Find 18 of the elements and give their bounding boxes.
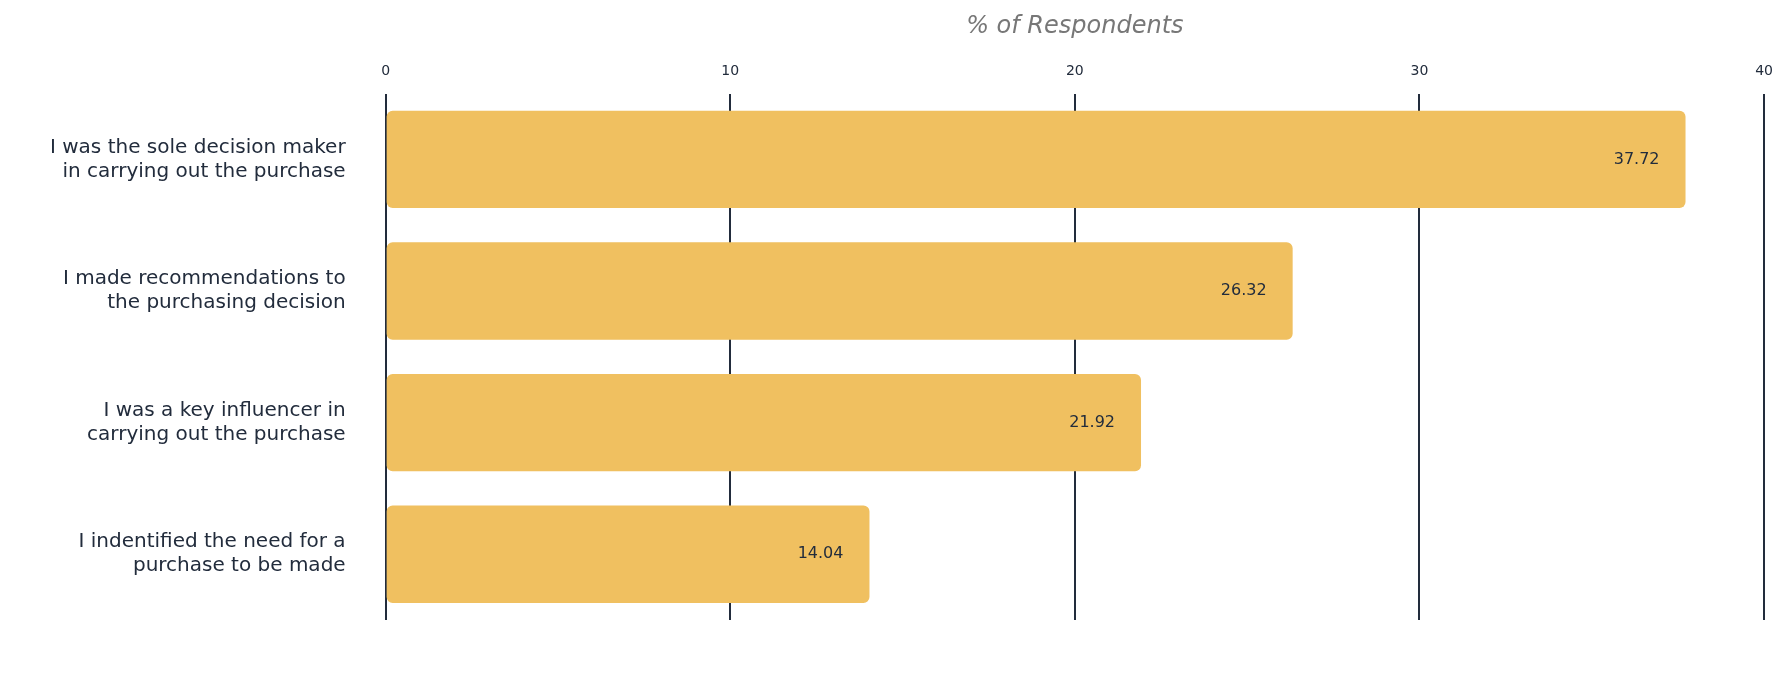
- x-tick-label: 0: [381, 61, 391, 78]
- x-tick-label: 30: [1410, 61, 1429, 78]
- bar: [386, 110, 1686, 209]
- y-tick-label: I indentified the need for a purchase to be made: [78, 528, 346, 577]
- data-label: 26.32: [1220, 280, 1267, 300]
- y-tick-label: I was a key influencer in carrying out the purchase: [87, 396, 346, 445]
- bar: [386, 373, 1142, 472]
- y-tick-label: I was the sole decision maker in carrying out the purchase: [49, 133, 347, 182]
- bar: [386, 242, 1293, 340]
- data-label: 14.04: [797, 543, 844, 563]
- x-tick-label: 10: [721, 61, 740, 78]
- x-tick-label: 40: [1755, 61, 1774, 78]
- data-label: 37.72: [1613, 148, 1660, 168]
- x-tick-label: 20: [1065, 61, 1084, 78]
- bar: [386, 505, 870, 603]
- data-label: 21.92: [1069, 411, 1116, 431]
- y-tick-label: I made recommendations to the purchasing decision: [62, 265, 346, 314]
- x-axis-title: % of Respondents: [966, 10, 1184, 39]
